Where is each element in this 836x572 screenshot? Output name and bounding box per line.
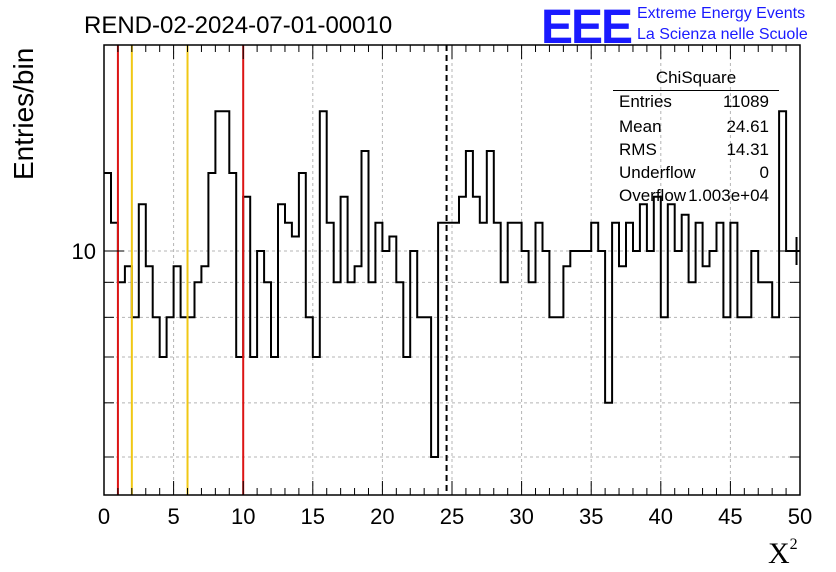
stats-row-mean: Mean 24.61 <box>619 117 769 139</box>
stats-row-underflow: Underflow 0 <box>619 163 769 185</box>
x-tick-label: 30 <box>509 504 533 529</box>
stats-value: 24.61 <box>726 117 769 136</box>
x-tick-label: 40 <box>649 504 673 529</box>
stats-value: 0 <box>759 163 769 182</box>
stats-label: RMS <box>619 140 657 159</box>
stats-value: 14.31 <box>726 140 769 159</box>
stats-title: ChiSquare <box>655 68 737 87</box>
x-tick-label: 15 <box>301 504 325 529</box>
stats-label: Entries <box>619 92 672 111</box>
x-tick-label: 10 <box>231 504 255 529</box>
stats-row-entries: Entries 11089 <box>619 92 769 114</box>
logo-line-1: Extreme Energy Events <box>637 5 806 22</box>
y-tick-label: 10 <box>72 239 96 264</box>
x-tick-label: 45 <box>718 504 742 529</box>
logo-line-2: La Scienza nelle Scuole <box>637 26 808 43</box>
histogram-line <box>104 110 800 458</box>
stats-box: ChiSquare Entries 11089 Mean 24.61 RMS 1… <box>613 66 779 212</box>
stats-label: Mean <box>619 117 662 136</box>
stats-row-overflow: Overflow 1.003e+04 <box>619 186 769 208</box>
eee-logo: EEE <box>541 1 633 54</box>
x-tick-label: 25 <box>440 504 464 529</box>
x-tick-label: 35 <box>579 504 603 529</box>
stats-value: 11089 <box>722 92 769 111</box>
x-axis-label-superscript: 2 <box>789 536 798 553</box>
stats-label: Overflow <box>619 186 687 205</box>
x-tick-label: 0 <box>98 504 110 529</box>
y-axis-label: Entries/bin <box>8 47 39 180</box>
x-tick-label: 50 <box>788 504 812 529</box>
x-axis-label: X2 <box>768 536 798 570</box>
x-tick-label: 5 <box>167 504 179 529</box>
x-tick-label: 20 <box>370 504 394 529</box>
stats-row-rms: RMS 14.31 <box>619 140 769 162</box>
stats-value: 1.003e+04 <box>688 186 769 205</box>
chart-title: REND-02-2024-07-01-00010 <box>84 12 393 39</box>
stats-label: Underflow <box>619 163 696 182</box>
stats-divider <box>613 90 779 91</box>
